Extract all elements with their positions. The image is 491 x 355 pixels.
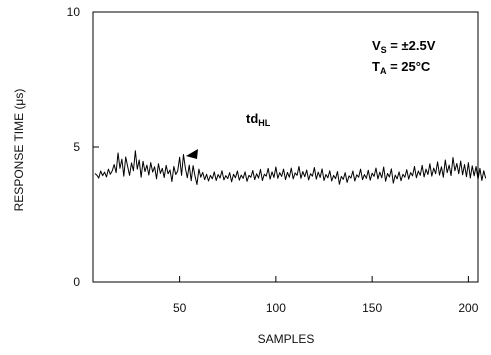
series-label-var: td (246, 111, 258, 126)
x-tick-label: 150 (362, 301, 382, 315)
series-line-tdhl (94, 150, 487, 186)
x-tick-label: 200 (458, 301, 478, 315)
y-tick-label: 0 (73, 275, 80, 289)
ambient-temp-annotation: TA = 25°C (372, 59, 431, 76)
ambient-temp-sub: A (380, 66, 387, 76)
supply-voltage-rest: = ±2.5V (387, 38, 436, 53)
series-layer (94, 150, 487, 186)
x-tick-labels: 50 100 150 200 (173, 301, 479, 315)
supply-voltage-annotation: VS = ±2.5V (372, 38, 436, 55)
supply-voltage-var: V (372, 38, 381, 53)
ambient-temp-rest: = 25°C (386, 59, 430, 74)
series-label-tdhl: tdHL (246, 111, 271, 128)
x-tick-label: 50 (173, 301, 187, 315)
series-label-sub: HL (258, 118, 270, 128)
y-tick-labels: 0 5 10 (67, 5, 81, 289)
axis-ticks (93, 11, 469, 283)
x-tick-label: 100 (266, 301, 286, 315)
series-pointer-arrowhead (186, 149, 198, 159)
y-axis-label: RESPONSE TIME (μs) (12, 89, 26, 212)
y-tick-label: 5 (73, 140, 80, 154)
ambient-temp-var: T (372, 59, 380, 74)
y-tick-label: 10 (67, 5, 81, 19)
x-axis-label: SAMPLES (258, 332, 315, 346)
supply-voltage-sub: S (381, 45, 387, 55)
